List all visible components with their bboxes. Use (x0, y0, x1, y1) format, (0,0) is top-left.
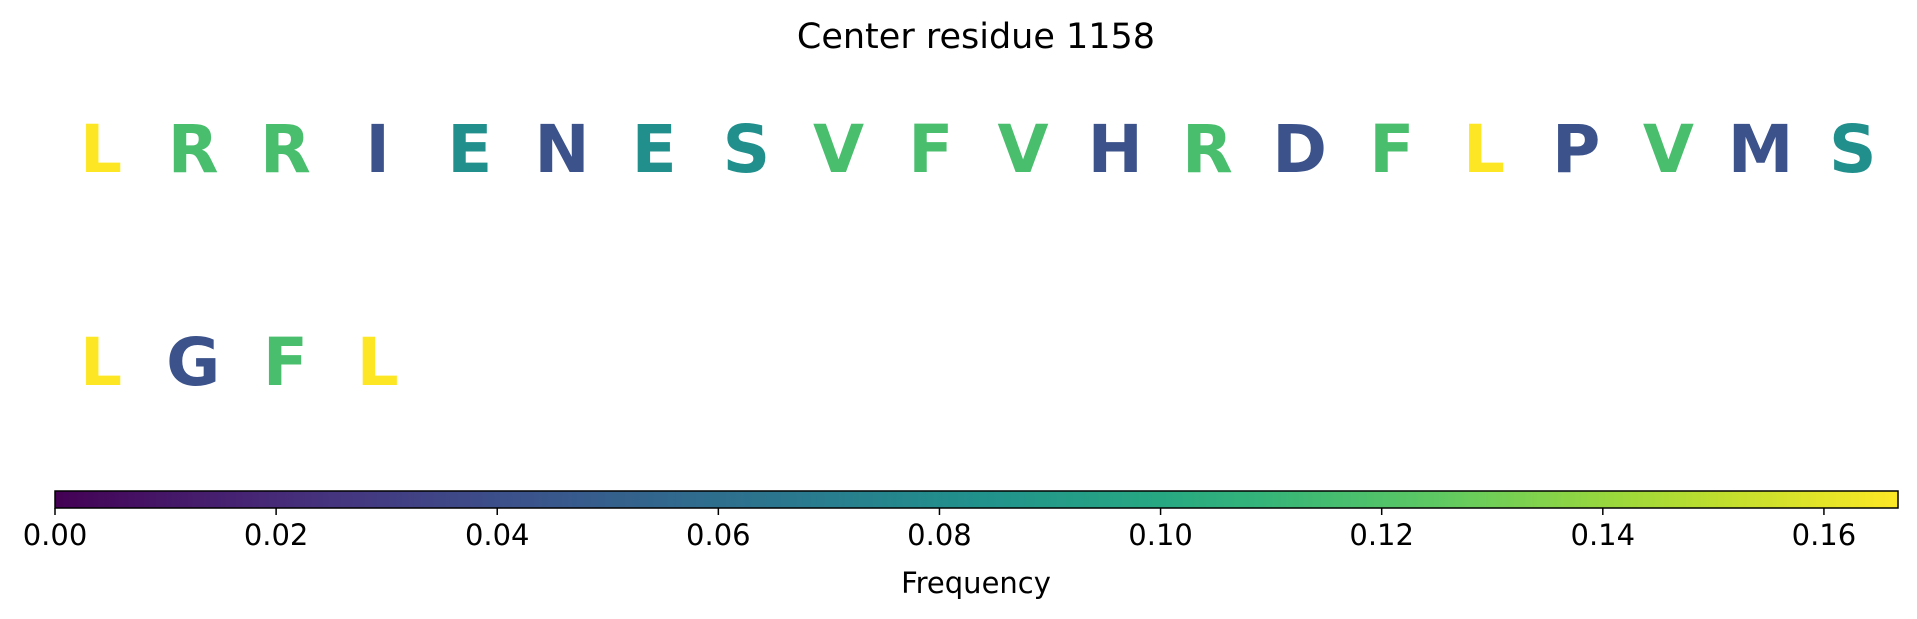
residue-letter: R (1182, 111, 1233, 188)
colorbar-tick-label: 0.06 (686, 518, 751, 552)
residue-letter: M (1728, 111, 1794, 188)
colorbar-tick-label: 0.14 (1571, 518, 1636, 552)
residue-letter: P (1552, 111, 1600, 188)
residue-letter: E (632, 111, 677, 188)
colorbar-tick-label: 0.02 (244, 518, 309, 552)
colorbar-tick-label: 0.04 (465, 518, 530, 552)
residue-letter: G (166, 324, 220, 401)
residue-letter: S (1829, 111, 1877, 188)
colorbar-tick-label: 0.12 (1349, 518, 1414, 552)
residue-letter: L (1463, 111, 1505, 188)
colorbar-tick-label: 0.16 (1792, 518, 1857, 552)
residue-letter: E (447, 111, 492, 188)
residue-letter: F (908, 111, 953, 188)
colorbar-ticks: 0.00 0.02 0.04 0.06 0.08 0.10 0.12 0.14 0.16 (23, 508, 1857, 552)
residue-letter: S (723, 111, 771, 188)
colorbar-tick-label: 0.10 (1128, 518, 1193, 552)
residue-letter: H (1088, 111, 1143, 188)
colorbar-tick-label: 0.08 (907, 518, 972, 552)
residue-letter: V (997, 111, 1048, 188)
residue-letter: D (1272, 111, 1327, 188)
residue-letter: N (534, 111, 589, 188)
residue-letter: V (1643, 111, 1694, 188)
residue-letter: R (168, 111, 219, 188)
residue-letter: I (365, 111, 390, 188)
colorbar-gradient (54, 490, 1899, 509)
colorbar: 0.00 0.02 0.04 0.06 0.08 0.10 0.12 0.14 0.16 Fre… (23, 490, 1899, 600)
residue-letter: F (263, 324, 308, 401)
residue-letter: F (1369, 111, 1414, 188)
residue-letters: L R R I E N E S V F V H R D F L P V M SL G F L (80, 111, 1877, 401)
residue-letter: L (80, 324, 122, 401)
colorbar-tick-label: 0.00 (23, 518, 88, 552)
chart-title: Center residue 1158 (797, 17, 1155, 57)
colorbar-label: Frequency (901, 566, 1051, 600)
residue-letter: V (813, 111, 864, 188)
residue-letter: R (260, 111, 311, 188)
residue-letter: L (80, 111, 122, 188)
residue-letter: L (357, 324, 399, 401)
